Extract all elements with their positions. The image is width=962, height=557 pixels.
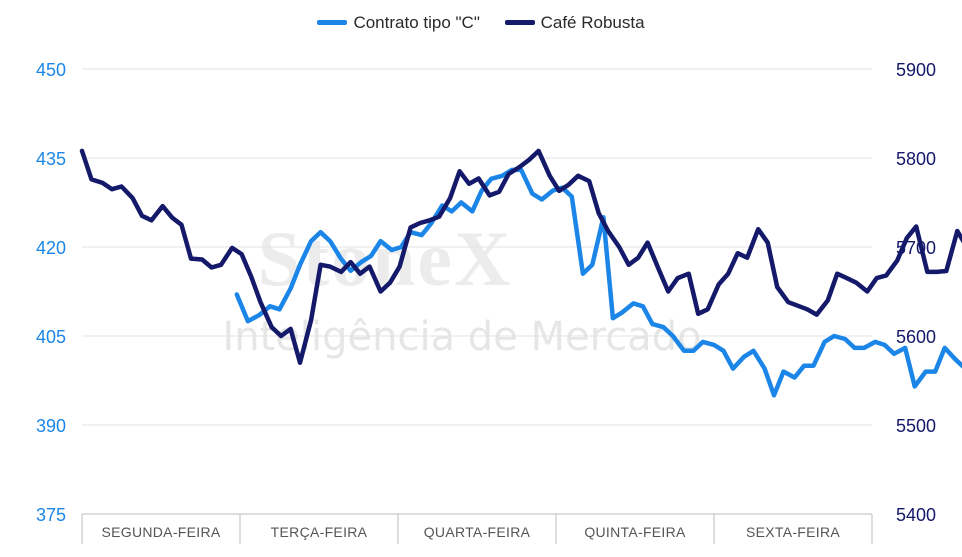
right-tick-label: 5800 [896, 149, 936, 169]
left-tick-label: 420 [36, 238, 66, 258]
right-tick-label: 5400 [896, 505, 936, 525]
legend-item-contrato-c[interactable]: Contrato tipo "C" [317, 12, 480, 33]
series-line-contrato-c [234, 167, 962, 398]
right-tick-label: 5500 [896, 416, 936, 436]
x-tick-label: QUINTA-FEIRA [584, 524, 686, 540]
series-lines [79, 148, 962, 398]
legend-swatch-contrato-c [317, 20, 348, 25]
legend-item-cafe-robusta[interactable]: Café Robusta [504, 12, 645, 33]
legend-label-cafe-robusta: Café Robusta [540, 12, 645, 32]
grid-lines [82, 68, 872, 426]
x-tick-label: SEXTA-FEIRA [746, 524, 840, 540]
legend-label-contrato-c: Contrato tipo "C" [353, 12, 480, 32]
left-tick-label: 435 [36, 149, 66, 169]
right-tick-label: 5600 [896, 327, 936, 347]
left-axis-ticks: 375 390 405 420 435 450 [36, 60, 66, 525]
left-tick-label: 375 [36, 505, 66, 525]
left-tick-label: 405 [36, 327, 66, 347]
left-tick-label: 450 [36, 60, 66, 80]
legend-swatch-cafe-robusta [504, 20, 535, 25]
watermark: StoneX Inteligência de Mercado [222, 215, 701, 360]
right-tick-label: 5900 [896, 60, 936, 80]
left-tick-label: 390 [36, 416, 66, 436]
series-line-cafe-robusta [79, 148, 962, 365]
x-axis: SEGUNDA-FEIRA TERÇA-FEIRA QUARTA-FEIRA QUIN… [81, 513, 873, 544]
legend: Contrato tipo "C" Café Robusta [0, 10, 962, 33]
x-tick-label: SEGUNDA-FEIRA [101, 524, 220, 540]
x-tick-label: TERÇA-FEIRA [271, 524, 368, 540]
x-tick-label: QUARTA-FEIRA [424, 524, 531, 540]
